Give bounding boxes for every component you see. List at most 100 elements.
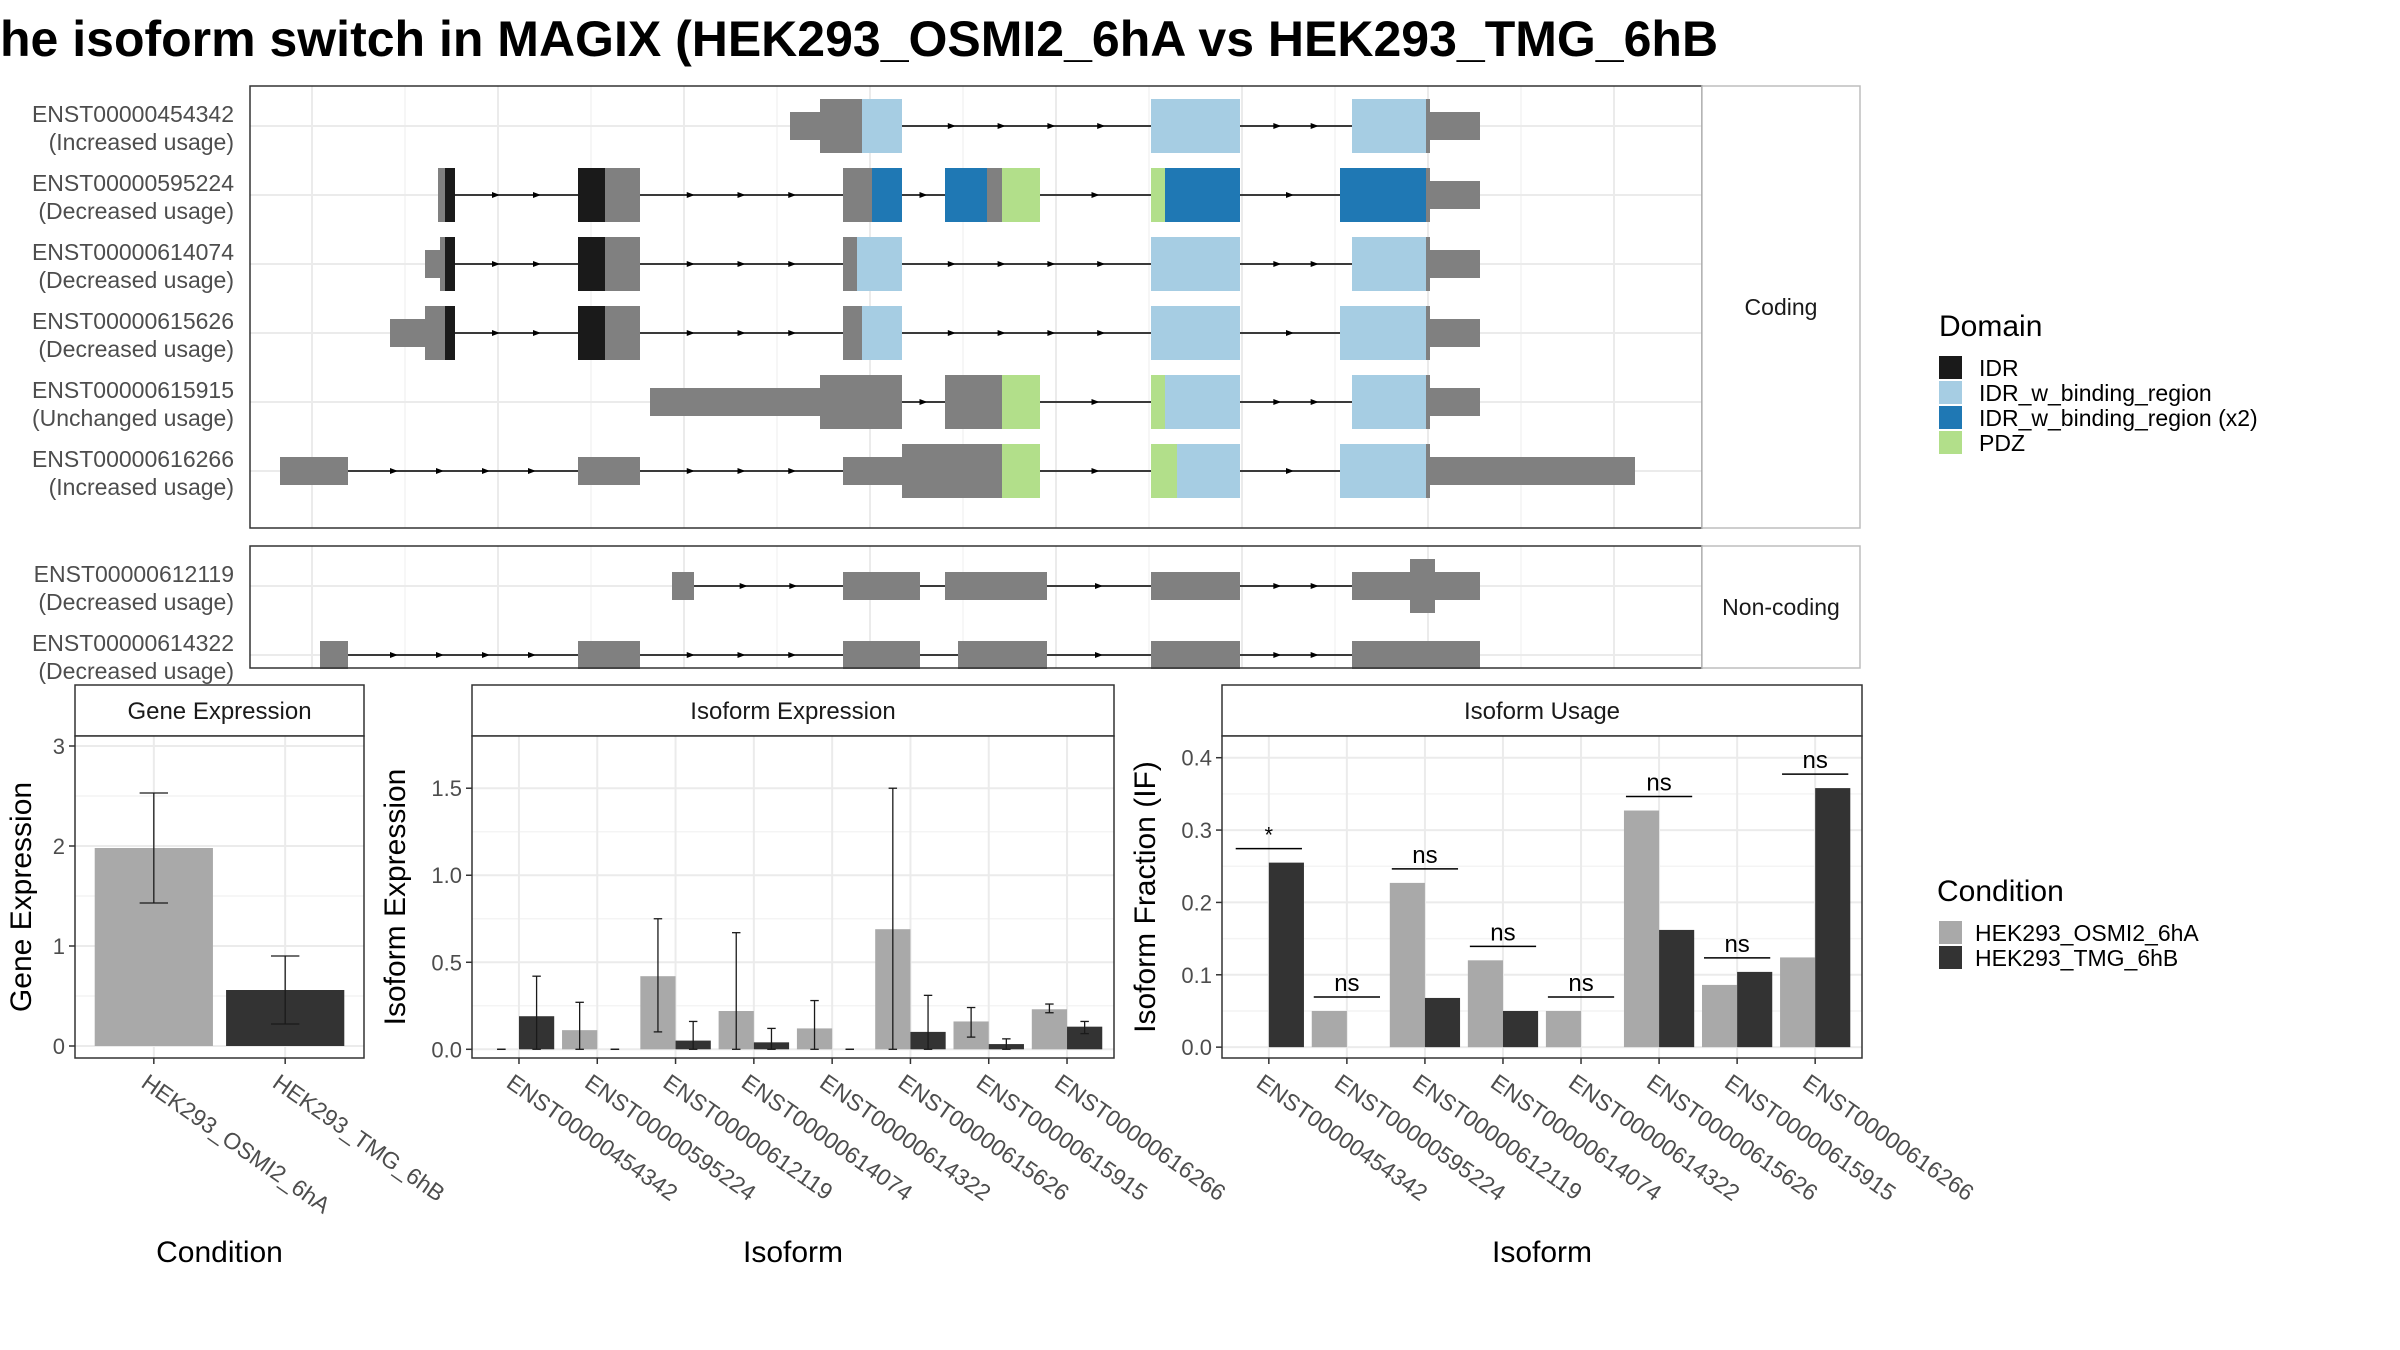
significance-label: ns <box>1724 931 1749 958</box>
plot-area <box>472 736 1114 1058</box>
significance-label: ns <box>1490 919 1515 946</box>
coding-exon <box>843 306 862 360</box>
domain-region <box>862 306 902 360</box>
utr-exon <box>1430 250 1480 278</box>
intron-arrow <box>1047 330 1056 336</box>
intron-arrow <box>1095 583 1103 589</box>
domain-region <box>1002 444 1040 498</box>
intron-arrow <box>789 583 798 589</box>
intron-arrow <box>919 399 928 405</box>
domain-region <box>945 168 987 222</box>
facet-strip-label: Coding <box>1745 294 1818 320</box>
panel-strip <box>1221 684 1863 737</box>
significance-label: * <box>1265 823 1274 848</box>
transcript-row: ENST00000595224(Decreased usage) <box>32 168 1480 224</box>
transcript-row: ENST00000614074(Decreased usage) <box>32 237 1480 293</box>
x-axis-title: Condition <box>156 1236 283 1269</box>
intron-arrow <box>686 330 695 336</box>
y-axis-title: Isoform Fraction (IF) <box>1129 761 1162 1033</box>
domain-region <box>1340 444 1426 498</box>
y-tick-label: 0.4 <box>1181 746 1212 771</box>
plot-border <box>1221 735 1863 1059</box>
legend-label: HEK293_OSMI2_6hA <box>1975 920 2199 946</box>
transcript-row: ENST00000612119(Decreased usage) <box>34 559 1480 615</box>
intron-arrow <box>1095 652 1103 658</box>
transcript-row: ENST00000615626(Decreased usage) <box>32 306 1480 362</box>
intron-arrow <box>1047 123 1056 129</box>
transcript-id: ENST00000454342 <box>32 101 234 127</box>
coding-exon <box>902 444 1002 498</box>
intron-arrow <box>436 652 444 658</box>
intron-arrow <box>528 468 536 474</box>
intron-arrow <box>947 330 956 336</box>
domain-region <box>857 237 902 291</box>
domain-region <box>1352 375 1426 429</box>
intron-arrow <box>1091 192 1100 198</box>
y-axis-title: Gene Expression <box>5 782 38 1012</box>
significance-label: ns <box>1568 970 1593 997</box>
bar <box>1311 1010 1347 1048</box>
intron-arrow <box>492 261 500 267</box>
intron-arrow <box>737 652 746 658</box>
bar <box>1623 810 1660 1048</box>
transcript-id: ENST00000595224 <box>32 170 234 196</box>
domain-region <box>578 168 605 222</box>
intron-arrow <box>533 192 541 198</box>
condition-legend-title: Condition <box>1937 875 2064 908</box>
domain-region <box>1151 237 1240 291</box>
intron-arrow <box>482 468 490 474</box>
intron-arrow <box>737 261 746 267</box>
intron-arrow <box>1273 123 1282 129</box>
intron-arrow <box>390 652 398 658</box>
coding-exon <box>843 168 872 222</box>
legend-swatch <box>1939 356 1962 379</box>
intron-arrow <box>947 123 956 129</box>
domain-region <box>445 237 455 291</box>
intron-arrow <box>528 652 536 658</box>
coding-exon <box>1427 168 1430 222</box>
coding-exon <box>1410 559 1435 613</box>
intron-arrow <box>788 468 797 474</box>
utr-exon <box>843 572 920 600</box>
bar <box>1815 788 1851 1048</box>
legend-label: PDZ <box>1979 430 2025 456</box>
y-tick-label: 1 <box>53 934 65 959</box>
panel-strip <box>471 684 1115 737</box>
legend-label: IDR_w_binding_region <box>1979 380 2212 406</box>
figure-title: he isoform switch in MAGIX (HEK293_OSMI2… <box>0 11 1718 67</box>
utr-exon <box>425 250 440 278</box>
domain-region <box>872 168 902 222</box>
intron-arrow <box>1273 399 1282 405</box>
coding-exon <box>605 237 640 291</box>
x-axis-title: Isoform <box>1492 1236 1592 1269</box>
transcript-id: ENST00000612119 <box>34 561 234 587</box>
utr-exon <box>390 319 425 347</box>
intron-arrow <box>1097 123 1106 129</box>
domain-region <box>578 237 605 291</box>
transcript-usage: (Decreased usage) <box>38 336 234 362</box>
bar <box>1031 1009 1068 1050</box>
intron-arrow <box>1273 583 1282 589</box>
y-tick-label: 0.0 <box>431 1037 462 1062</box>
intron-arrow <box>1097 261 1106 267</box>
utr-exon <box>843 641 920 669</box>
intron-arrow <box>788 652 797 658</box>
bar <box>1702 984 1738 1048</box>
legend-swatch <box>1939 946 1962 969</box>
bar <box>1780 957 1816 1048</box>
bar <box>1545 1010 1582 1048</box>
intron-arrow <box>1047 261 1056 267</box>
domain-region <box>1352 237 1426 291</box>
domain-region <box>862 99 902 153</box>
transcript-id: ENST00000614322 <box>32 630 234 656</box>
intron-arrow <box>788 330 797 336</box>
domain-region <box>1340 306 1426 360</box>
utr-exon <box>1430 181 1480 209</box>
y-tick-label: 0.5 <box>431 950 462 975</box>
significance-label: ns <box>1802 747 1827 774</box>
bar <box>1067 1026 1103 1050</box>
transcript-row: ENST00000616266(Increased usage) <box>32 444 1635 500</box>
bar <box>1268 862 1304 1048</box>
transcript-usage: (Increased usage) <box>49 129 234 155</box>
